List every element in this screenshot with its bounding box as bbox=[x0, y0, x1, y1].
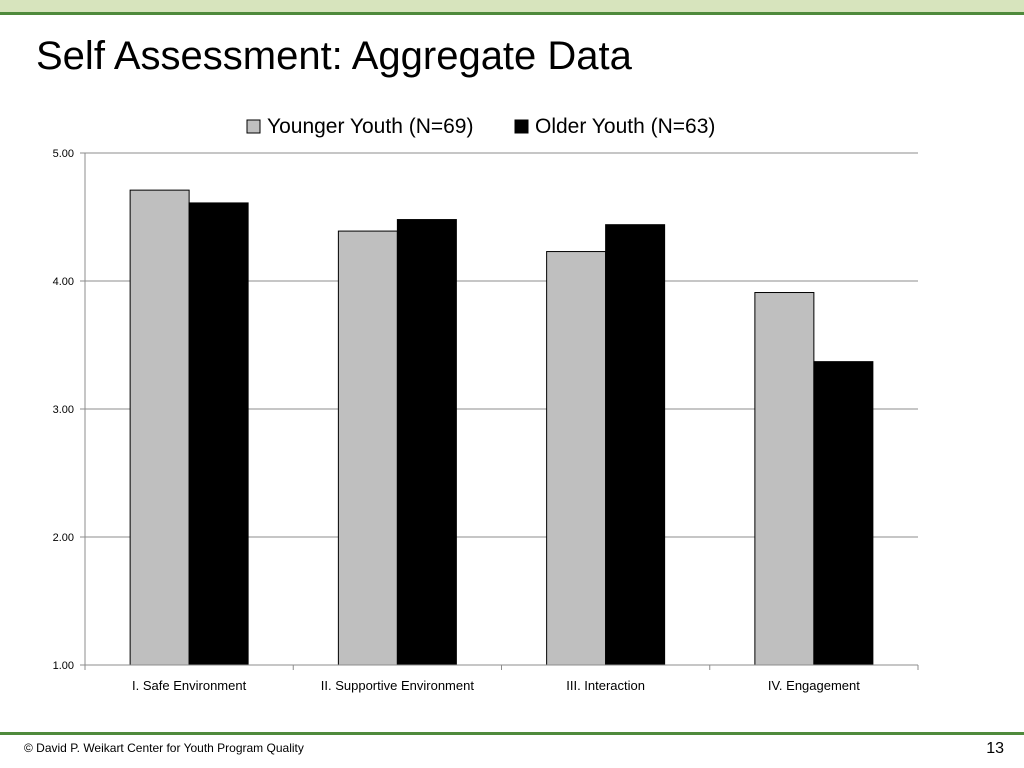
footer-copyright: © David P. Weikart Center for Youth Prog… bbox=[24, 741, 304, 755]
x-category-label: II. Supportive Environment bbox=[321, 678, 475, 693]
bar-younger-1 bbox=[129, 189, 190, 666]
bar-older-1 bbox=[188, 202, 249, 666]
bar-younger-2 bbox=[337, 230, 398, 666]
x-category-label: III. Interaction bbox=[566, 678, 645, 693]
legend-swatch-younger bbox=[246, 119, 261, 134]
y-tick-label: 3.00 bbox=[53, 404, 74, 416]
legend-label: Older Youth (N=63) bbox=[535, 115, 715, 138]
y-tick-label: 1.00 bbox=[53, 660, 74, 672]
x-category-label: I. Safe Environment bbox=[132, 678, 247, 693]
bar-older-3 bbox=[605, 224, 666, 666]
bar-younger-4 bbox=[754, 292, 815, 666]
legend-swatch-older bbox=[514, 119, 529, 134]
top-accent-line bbox=[0, 12, 1024, 15]
y-tick-label: 5.00 bbox=[53, 148, 74, 160]
bar-younger-3 bbox=[546, 251, 607, 666]
bar-older-4 bbox=[813, 361, 874, 666]
footer-accent-line bbox=[0, 732, 1024, 735]
y-tick-label: 4.00 bbox=[53, 276, 74, 288]
slide-title: Self Assessment: Aggregate Data bbox=[36, 34, 632, 78]
bar-older-2 bbox=[396, 219, 457, 666]
bar-chart: 1.00 2.00 3.00 4.00 5.00 I. Safe Environment I… bbox=[53, 115, 919, 693]
x-category-label: IV. Engagement bbox=[768, 678, 860, 693]
top-band bbox=[0, 0, 1024, 12]
legend-label: Younger Youth (N=69) bbox=[267, 115, 473, 138]
page-number: 13 bbox=[986, 740, 1004, 757]
y-tick-label: 2.00 bbox=[53, 532, 74, 544]
